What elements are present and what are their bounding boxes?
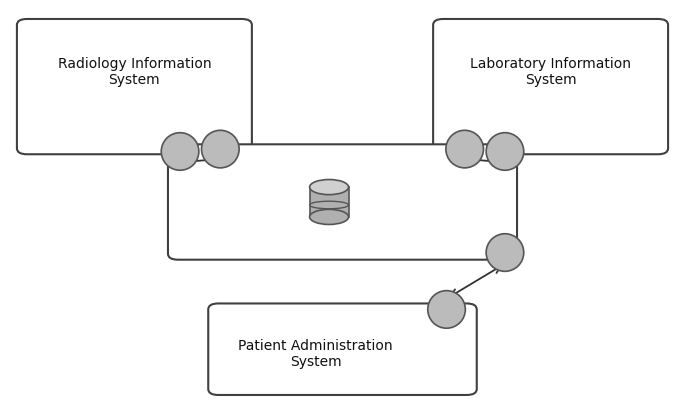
FancyBboxPatch shape <box>17 20 252 155</box>
Ellipse shape <box>486 133 524 171</box>
Ellipse shape <box>201 131 239 168</box>
FancyBboxPatch shape <box>433 20 668 155</box>
Text: Laboratory Information
System: Laboratory Information System <box>470 56 631 87</box>
Text: Patient Administration
System: Patient Administration System <box>238 338 393 369</box>
Ellipse shape <box>310 180 349 195</box>
Bar <box>310 188 349 217</box>
Ellipse shape <box>486 234 524 272</box>
Ellipse shape <box>161 133 199 171</box>
Ellipse shape <box>446 131 484 168</box>
Text: Radiology Information
System: Radiology Information System <box>58 56 211 87</box>
Ellipse shape <box>310 210 349 225</box>
FancyBboxPatch shape <box>168 145 517 260</box>
Ellipse shape <box>427 291 465 328</box>
FancyBboxPatch shape <box>208 304 477 395</box>
Ellipse shape <box>310 202 349 209</box>
